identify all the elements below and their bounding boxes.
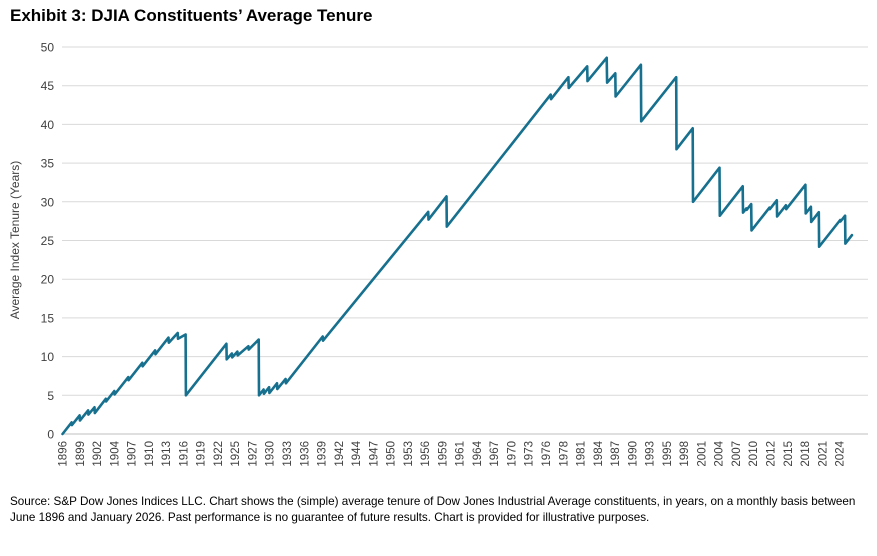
y-axis-tick-label: 30 <box>41 195 55 209</box>
x-axis-tick-label: 1961 <box>455 441 467 467</box>
source-note: Source: S&P Dow Jones Indices LLC. Chart… <box>10 495 856 524</box>
tenure-line-series <box>61 56 854 436</box>
x-axis-tick-label: 1942 <box>334 441 346 467</box>
x-axis-tick-label: 1964 <box>472 440 484 466</box>
x-axis-tick-label: 1995 <box>662 441 674 467</box>
x-axis-tick-label: 1927 <box>247 441 259 467</box>
x-axis-tick-label: 1902 <box>92 441 104 467</box>
x-axis-tick-label: 1930 <box>265 441 277 467</box>
x-axis-tick-label: 1956 <box>420 441 432 467</box>
x-axis-tick-label: 1939 <box>317 441 329 467</box>
x-axis-tick-label: 2007 <box>731 441 743 467</box>
x-axis-tick-label: 1904 <box>109 440 121 466</box>
x-axis-tick-label: 1998 <box>679 441 691 467</box>
x-axis-tick-label: 1947 <box>368 441 380 467</box>
x-axis-tick-label: 2004 <box>714 440 726 466</box>
x-axis-tick-label: 2018 <box>800 441 812 467</box>
y-axis-tick-label: 25 <box>41 234 55 248</box>
x-axis-tick-label: 1970 <box>506 441 518 467</box>
x-axis-tick-label: 1919 <box>196 441 208 467</box>
y-axis-tick-label: 10 <box>41 350 55 364</box>
x-axis-tick-label: 1950 <box>386 441 398 467</box>
y-axis-tick-label: 5 <box>47 389 54 403</box>
x-axis-tick-label: 1896 <box>58 441 70 467</box>
x-axis-tick-label: 1959 <box>437 441 449 467</box>
y-axis-tick-label: 50 <box>41 41 55 55</box>
x-axis-tick-label: 1944 <box>351 440 363 466</box>
x-axis-tick-label: 2012 <box>765 441 777 467</box>
x-axis-tick-label: 2015 <box>783 441 795 467</box>
x-axis-tick-label: 1967 <box>489 441 501 467</box>
x-axis-tick-label: 1913 <box>161 441 173 467</box>
x-axis-tick-label: 2010 <box>748 441 760 467</box>
x-axis-tick-label: 1916 <box>178 441 190 467</box>
x-axis-tick-label: 1933 <box>282 441 294 467</box>
x-axis-tick-label: 1976 <box>541 441 553 467</box>
x-axis-tick-label: 1907 <box>127 441 139 467</box>
x-axis-tick-label: 1899 <box>75 441 87 467</box>
x-axis-tick-label: 1953 <box>403 441 415 467</box>
y-axis-tick-label: 20 <box>41 273 55 287</box>
x-axis-tick-label: 1993 <box>645 441 657 467</box>
y-axis-tick-label: 35 <box>41 157 55 171</box>
x-axis-tick-label: 1987 <box>610 441 622 467</box>
x-axis-tick-label: 1925 <box>230 441 242 467</box>
x-axis-tick-label: 1981 <box>576 441 588 467</box>
x-axis-tick-label: 2021 <box>817 441 829 467</box>
x-axis-tick-label: 1978 <box>558 441 570 467</box>
x-axis-tick-label: 1990 <box>627 441 639 467</box>
x-axis-tick-label: 2024 <box>835 440 847 466</box>
x-axis-tick-label: 1984 <box>593 440 605 466</box>
y-axis-tick-label: 15 <box>41 311 55 325</box>
y-axis-tick-label: 45 <box>41 79 55 93</box>
chart-title: Exhibit 3: DJIA Constituents’ Average Te… <box>10 6 373 25</box>
y-axis-tick-label: 40 <box>41 118 55 132</box>
x-axis-tick-label: 2001 <box>696 441 708 467</box>
y-axis-tick-label: 0 <box>47 428 54 442</box>
x-axis-tick-label: 1910 <box>144 441 156 467</box>
x-axis-tick-label: 1922 <box>213 441 225 467</box>
x-axis-tick-label: 1936 <box>299 441 311 467</box>
x-axis-tick-label: 1973 <box>524 441 536 467</box>
